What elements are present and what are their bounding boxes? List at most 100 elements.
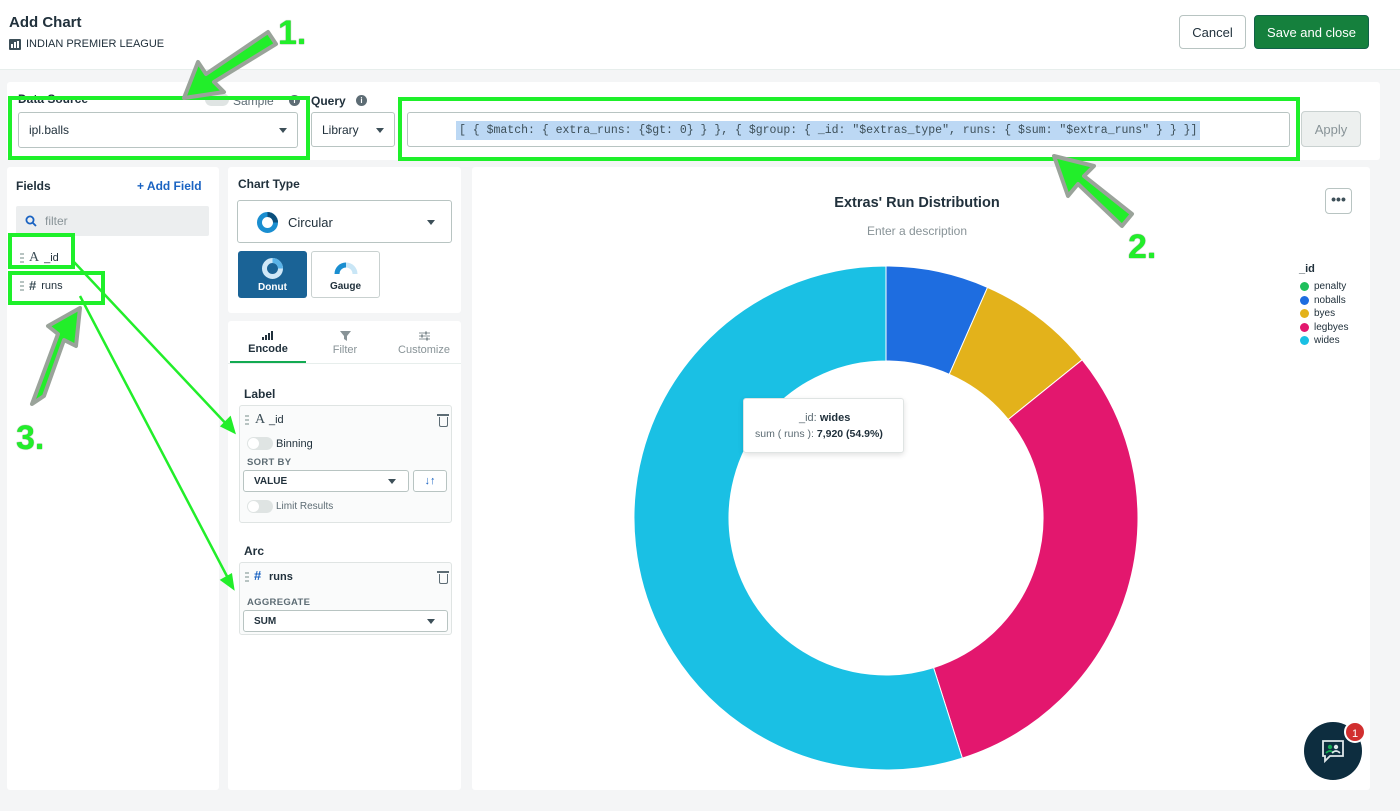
chevron-down-icon [279,128,287,133]
legend-item-wides[interactable]: wides [1300,335,1340,346]
donut-slice-legbyes[interactable] [932,359,1139,759]
arc-field-name: runs [269,571,293,583]
query-label: Query [311,94,346,108]
chart-tooltip: _id: wides sum ( runs ): 7,920 (54.9%) [743,398,904,453]
chart-title[interactable]: Extras' Run Distribution [834,195,1000,211]
chevron-down-icon [427,219,435,225]
sort-by-select[interactable]: VALUE [243,470,409,492]
gauge-icon [334,262,358,275]
legend-item-byes[interactable]: byes [1300,308,1335,319]
query-text: [ { $match: { extra_runs: {$gt: 0} } }, … [456,121,1201,140]
fields-filter-input[interactable]: filter [16,206,209,236]
sort-arrows-icon: ↓↑ [424,475,436,487]
highlight-data-source [8,96,310,160]
donut-chart[interactable] [630,262,1142,774]
info-icon[interactable]: i [289,95,300,106]
donut-slice-wides[interactable] [633,265,963,771]
bar-chart-icon [9,38,21,50]
highlight-field-id [8,233,75,269]
annotation-number-1: 1. [278,14,307,52]
query-input[interactable]: [ { $match: { extra_runs: {$gt: 0} } }, … [407,112,1290,147]
drag-handle-icon[interactable] [245,415,249,425]
gauge-label: Gauge [329,281,362,292]
arc-encoding-card[interactable]: # runs AGGREGATE SUM [239,562,452,635]
chat-bubble-icon [1322,740,1344,764]
sort-direction-button[interactable]: ↓↑ [413,470,447,492]
query-info-icon[interactable]: i [356,95,367,106]
label-field-name: _id [269,414,284,426]
label-encoding-card[interactable]: A _id Binning SORT BY VALUE ↓↑ Limit Res… [239,405,452,523]
tab-filter[interactable]: Filter [312,330,378,356]
donut-label: Donut [258,282,287,293]
legend-swatch [1300,336,1309,345]
annotation-number-2: 2. [1128,228,1157,266]
legend-title: _id [1299,263,1315,275]
chart-type-title: Chart Type [238,177,300,191]
tooltip-row-value: sum ( runs ): 7,920 (54.9%) [755,428,883,440]
legend-swatch [1300,295,1309,305]
page-title: Add Chart [9,14,82,31]
circular-chart-icon [257,212,278,233]
arc-section-title: Arc [244,544,265,558]
save-and-close-button[interactable]: Save and close [1254,15,1369,49]
annotation-number-3: 3. [16,419,45,457]
notification-badge: 1 [1344,721,1366,743]
legend-item-penalty[interactable]: penalty [1300,281,1346,292]
fields-title: Fields [16,179,51,193]
data-source-value: ipl.balls [29,123,70,137]
library-label: Library [322,122,359,137]
chart-description-input[interactable]: Enter a description [866,224,968,238]
apply-button[interactable]: Apply [1301,111,1361,147]
header-bar: Add Chart INDIAN PREMIER LEAGUE Cancel S… [0,0,1400,70]
drag-handle-icon[interactable] [20,253,24,263]
number-type-icon: # [254,568,262,583]
library-dropdown[interactable]: Library [311,112,395,147]
chevron-down-icon [427,619,435,624]
dashboard-breadcrumb[interactable]: INDIAN PREMIER LEAGUE [9,38,164,50]
legend-item-noballs[interactable]: noballs [1300,295,1346,306]
legend-label: legbyes [1314,321,1349,333]
gauge-option[interactable]: Gauge [311,251,380,298]
field-item-runs[interactable]: # runs [20,278,63,293]
aggregate-select[interactable]: SUM [243,610,448,632]
trash-icon[interactable] [437,571,449,584]
label-section-title: Label [244,387,276,401]
tab-divider [228,363,461,364]
tab-encode[interactable]: Encode [230,330,306,363]
cancel-button[interactable]: Cancel [1179,15,1246,49]
field-name: _id [44,252,59,264]
legend-label: wides [1314,335,1340,346]
legend-item-legbyes[interactable]: legbyes [1300,322,1348,333]
legend-swatch [1300,322,1309,332]
legend-label: penalty [1314,281,1347,292]
field-name: runs [41,279,63,292]
donut-option[interactable]: Donut [238,251,307,298]
data-source-select[interactable]: ipl.balls [18,112,298,148]
encode-panel [228,321,461,790]
binning-toggle[interactable] [247,437,273,450]
tooltip-row-id: _id: wides [799,412,851,424]
drag-handle-icon[interactable] [245,572,249,582]
chevron-down-icon [376,127,384,133]
drag-handle-icon[interactable] [20,280,24,291]
ellipsis-icon: ••• [1331,191,1346,207]
legend-label: byes [1314,308,1336,319]
legend-label: noballs [1314,294,1346,306]
trash-icon[interactable] [437,414,449,427]
donut-icon [262,258,283,279]
legend-swatch [1300,309,1309,318]
field-item-id[interactable]: A _id [20,250,59,266]
number-type-icon: # [29,278,37,293]
limit-results-toggle[interactable] [247,500,273,513]
highlight-query [398,97,1300,161]
aggregate-label: AGGREGATE [247,597,311,608]
filter-icon [339,331,351,341]
search-icon [25,215,37,227]
chart-type-select[interactable]: Circular [237,200,452,243]
chevron-down-icon [388,479,396,484]
sort-by-label: SORT BY [247,457,292,468]
limit-results-label: Limit Results [276,501,334,512]
tab-customize[interactable]: Customize [388,330,460,356]
add-field-button[interactable]: + Add Field [137,179,202,193]
more-options-button[interactable]: ••• [1325,188,1352,214]
